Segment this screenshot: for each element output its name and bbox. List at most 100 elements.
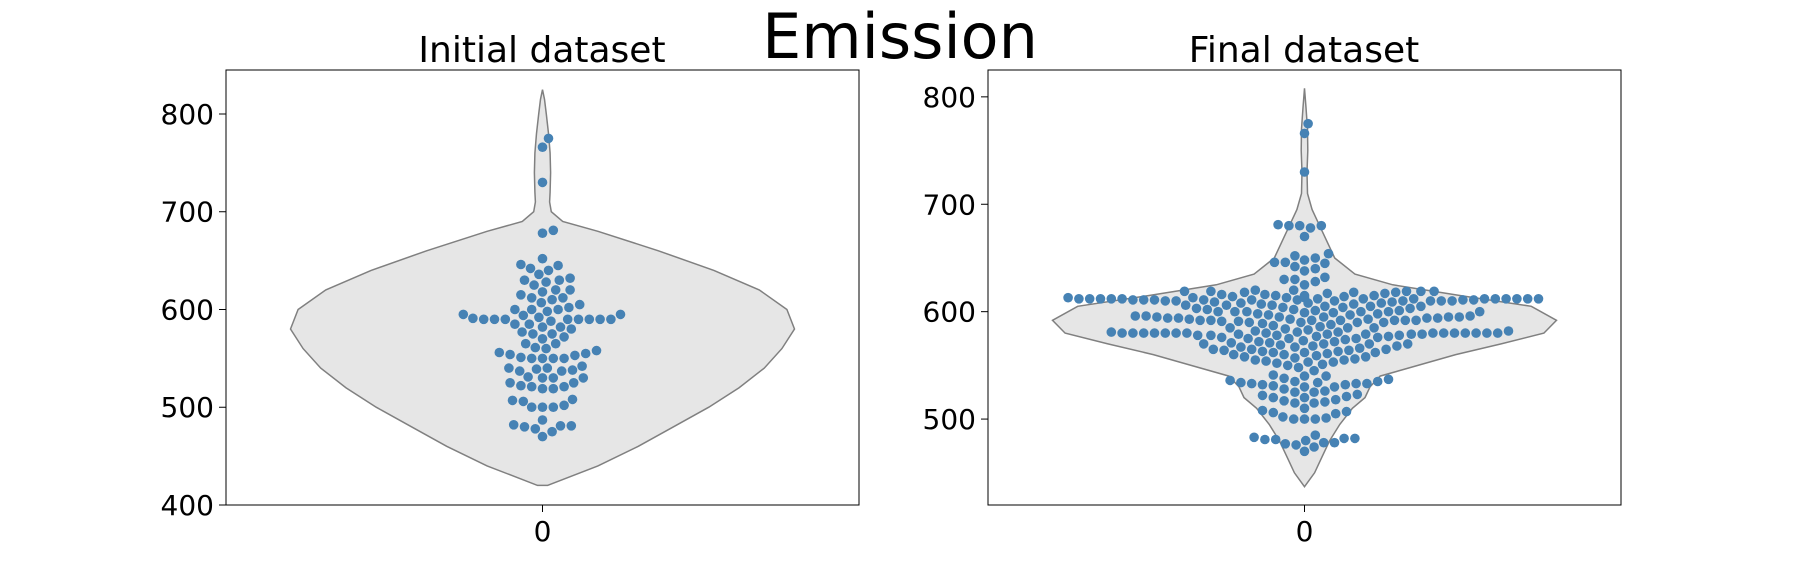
data-point [1171, 328, 1181, 338]
data-point [478, 314, 489, 325]
data-point [1290, 274, 1300, 285]
data-point [1288, 414, 1299, 424]
data-point [1219, 345, 1229, 356]
data-point [516, 352, 526, 363]
y-tick-label: 600 [923, 296, 976, 329]
data-point [1400, 315, 1411, 326]
data-point [516, 380, 526, 391]
data-point [1290, 387, 1300, 398]
data-point [514, 366, 525, 376]
data-point [1138, 295, 1149, 305]
data-point [1333, 346, 1343, 357]
data-point [1417, 329, 1427, 340]
data-point [1299, 128, 1310, 139]
data-point [1280, 257, 1291, 268]
data-point [555, 421, 566, 431]
data-point [1182, 328, 1192, 338]
data-point [1236, 377, 1246, 388]
data-point [553, 260, 563, 271]
data-point [1492, 328, 1503, 338]
data-point [1209, 297, 1220, 307]
data-point [542, 306, 553, 317]
data-point [1369, 290, 1379, 301]
data-point [516, 290, 526, 300]
data-point [1272, 330, 1282, 341]
data-point [541, 343, 551, 354]
data-point [1290, 251, 1300, 261]
data-point [1352, 317, 1363, 328]
data-point [558, 293, 568, 303]
data-point [1364, 339, 1375, 349]
data-point [1512, 294, 1522, 304]
data-point [1264, 338, 1275, 348]
data-point [1279, 349, 1289, 360]
data-point [556, 366, 567, 376]
data-point [1180, 300, 1191, 311]
data-point [1216, 289, 1227, 300]
data-point [1285, 314, 1295, 325]
data-point [1228, 349, 1239, 360]
data-point [1345, 310, 1355, 320]
data-point [1206, 315, 1216, 326]
data-point [1206, 286, 1216, 297]
data-point [1425, 296, 1436, 306]
data-point [1239, 287, 1250, 298]
data-point [1192, 330, 1203, 341]
data-point [1320, 258, 1330, 269]
data-point [1350, 433, 1360, 444]
data-point [523, 372, 533, 382]
data-point [1284, 220, 1294, 231]
data-point [595, 314, 605, 325]
data-point [541, 277, 551, 287]
data-point [1149, 328, 1160, 338]
data-point [1152, 312, 1162, 322]
data-point [537, 334, 548, 344]
data-point [1117, 328, 1127, 338]
data-point [553, 304, 563, 315]
data-point [1290, 261, 1300, 272]
data-point [1299, 290, 1310, 301]
data-point [1160, 328, 1171, 338]
data-point [537, 142, 548, 152]
data-point [548, 373, 559, 383]
data-point [548, 225, 559, 236]
data-point [1293, 362, 1304, 373]
data-point [1268, 347, 1279, 358]
data-point [1406, 329, 1417, 340]
data-point [1322, 329, 1333, 340]
x-tick-label: 0 [534, 515, 552, 548]
data-point [1432, 313, 1443, 323]
data-point [1322, 288, 1333, 299]
data-point [537, 322, 548, 332]
data-point [1389, 315, 1400, 326]
data-point [577, 361, 587, 372]
data-point [1246, 344, 1257, 355]
data-point [1291, 440, 1301, 450]
data-point [537, 177, 548, 188]
data-point [1206, 330, 1216, 341]
data-point [1267, 300, 1277, 311]
data-point [1360, 352, 1371, 362]
data-point [1299, 446, 1310, 457]
data-point [1372, 309, 1383, 319]
data-point [525, 263, 536, 274]
data-point [531, 364, 542, 374]
data-point [1106, 327, 1117, 337]
data-point [1333, 327, 1343, 337]
data-point [1350, 354, 1360, 364]
data-point [1225, 323, 1235, 333]
data-point [1416, 301, 1426, 312]
data-point [555, 322, 566, 332]
data-point [1303, 357, 1313, 367]
data-point [1422, 313, 1432, 323]
data-point [517, 327, 527, 337]
data-point [1320, 301, 1330, 312]
data-point [1408, 294, 1419, 304]
data-point [1226, 338, 1237, 348]
data-point [1328, 357, 1339, 367]
data-point [1309, 365, 1319, 376]
y-tick-label: 500 [161, 391, 214, 424]
data-point [1290, 342, 1300, 352]
data-point [1299, 280, 1310, 290]
data-point [1383, 306, 1394, 317]
